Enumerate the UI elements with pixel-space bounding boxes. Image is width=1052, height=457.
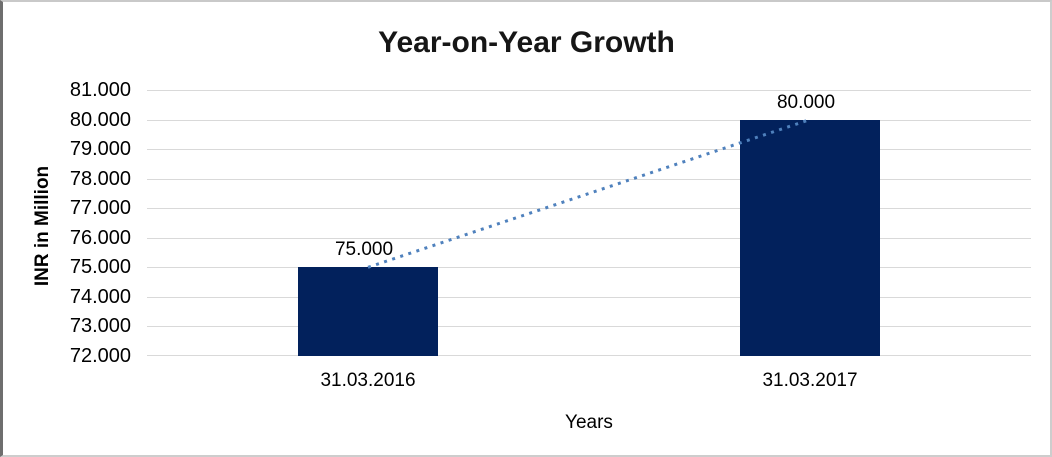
y-tick-label: 81.000: [69, 79, 131, 101]
gridline: [147, 267, 1031, 269]
gridline: [147, 208, 1031, 210]
y-tick-label: 76.000: [69, 226, 131, 249]
y-tick-label: 73.000: [69, 315, 131, 338]
y-tick-label: 75.000: [69, 256, 131, 279]
gridline: [147, 119, 1031, 121]
y-tick-label: 79.000: [69, 138, 131, 161]
bar-31.03.2017: [740, 119, 880, 356]
bar-value-label: 80.000: [776, 91, 836, 113]
y-tick-label: 77.000: [69, 197, 131, 220]
gridline: [147, 178, 1031, 180]
bar-value-label: 75.000: [334, 239, 394, 261]
trendline: [367, 118, 811, 269]
y-tick-label: 78.000: [69, 167, 131, 190]
y-tick-label: 80.000: [69, 108, 131, 131]
x-category-label: 31.03.2017: [762, 370, 858, 391]
gridline: [147, 90, 1031, 91]
gridline: [147, 237, 1031, 239]
x-category-label: 31.03.2016: [320, 370, 416, 391]
gridline: [147, 326, 1031, 328]
gridline: [147, 355, 1031, 356]
gridline: [147, 296, 1031, 298]
y-tick-label: 74.000: [69, 285, 131, 308]
trendline-layer: [367, 118, 811, 269]
gridline: [147, 149, 1031, 151]
chart-title: Year-on-Year Growth: [378, 26, 675, 59]
x-axis-title: Years: [565, 412, 613, 433]
y-tick-label: 72.000: [69, 345, 131, 367]
plot-area: 75.000 80.000: [147, 90, 1031, 356]
bar-31.03.2016: [298, 267, 438, 356]
